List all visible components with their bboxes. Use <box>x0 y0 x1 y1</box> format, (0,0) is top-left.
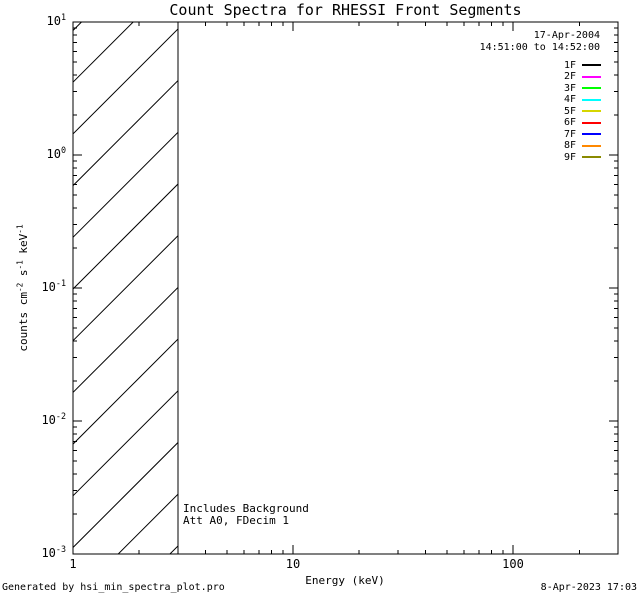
legend-entry-3f: 3F <box>564 83 601 94</box>
chart-title: Count Spectra for RHESSI Front Segments <box>169 1 522 19</box>
x-tick-label: 1 <box>69 557 77 571</box>
legend-color-line <box>582 110 601 112</box>
legend-entry-7f: 7F <box>564 129 601 140</box>
legend-label: 5F <box>563 105 576 117</box>
legend-entry-9f: 9F <box>564 152 601 163</box>
legend-color-line <box>582 144 601 147</box>
legend-label: 6F <box>563 117 576 128</box>
legend-label: 1F <box>563 59 576 71</box>
legend-entry-8f: 8F <box>564 140 601 151</box>
legend-color-line <box>582 75 601 78</box>
footer-generated-by: Generated by hsi_min_spectra_plot.pro <box>2 582 225 593</box>
y-tick-label: 10-3 <box>41 544 66 560</box>
observation-time-range: 14:51:00 to 14:52:00 <box>479 42 600 53</box>
annotation-includes-background: Includes Background <box>183 502 309 515</box>
footer-timestamp: 8-Apr-2023 17:03 <box>540 582 637 593</box>
legend-entry-6f: 6F <box>564 117 601 128</box>
observation-date: 17-Apr-2004 <box>533 30 600 41</box>
legend-color-line <box>582 156 601 158</box>
legend-label: 4F <box>563 94 576 105</box>
legend-color-line <box>582 87 601 89</box>
legend-color-line <box>582 64 601 66</box>
legend-entry-2f: 2F <box>564 71 601 82</box>
legend-label: 7F <box>563 128 576 140</box>
y-tick-label: 101 <box>46 12 67 28</box>
legend-entry-4f: 4F <box>564 94 601 105</box>
legend-color-line <box>582 98 601 101</box>
y-tick-label: 100 <box>46 145 67 161</box>
legend-label: 2F <box>563 71 576 82</box>
legend-label: 8F <box>563 140 576 151</box>
legend-color-line <box>582 121 601 124</box>
y-tick-label: 10-2 <box>41 411 66 427</box>
legend-entry-1f: 1F <box>564 60 601 71</box>
legend-label: 3F <box>563 82 576 94</box>
x-tick-label: 10 <box>285 557 301 571</box>
legend-label: 9F <box>563 151 576 163</box>
y-tick-label: 10-1 <box>41 278 66 294</box>
annotation-attenuator-state: Att A0, FDecim 1 <box>183 514 289 527</box>
x-axis-label: Energy (keV) <box>305 574 385 587</box>
legend-color-line <box>582 133 601 135</box>
x-tick-label: 100 <box>502 557 524 571</box>
axis-ticks <box>72 21 618 555</box>
legend-entry-5f: 5F <box>564 106 601 117</box>
